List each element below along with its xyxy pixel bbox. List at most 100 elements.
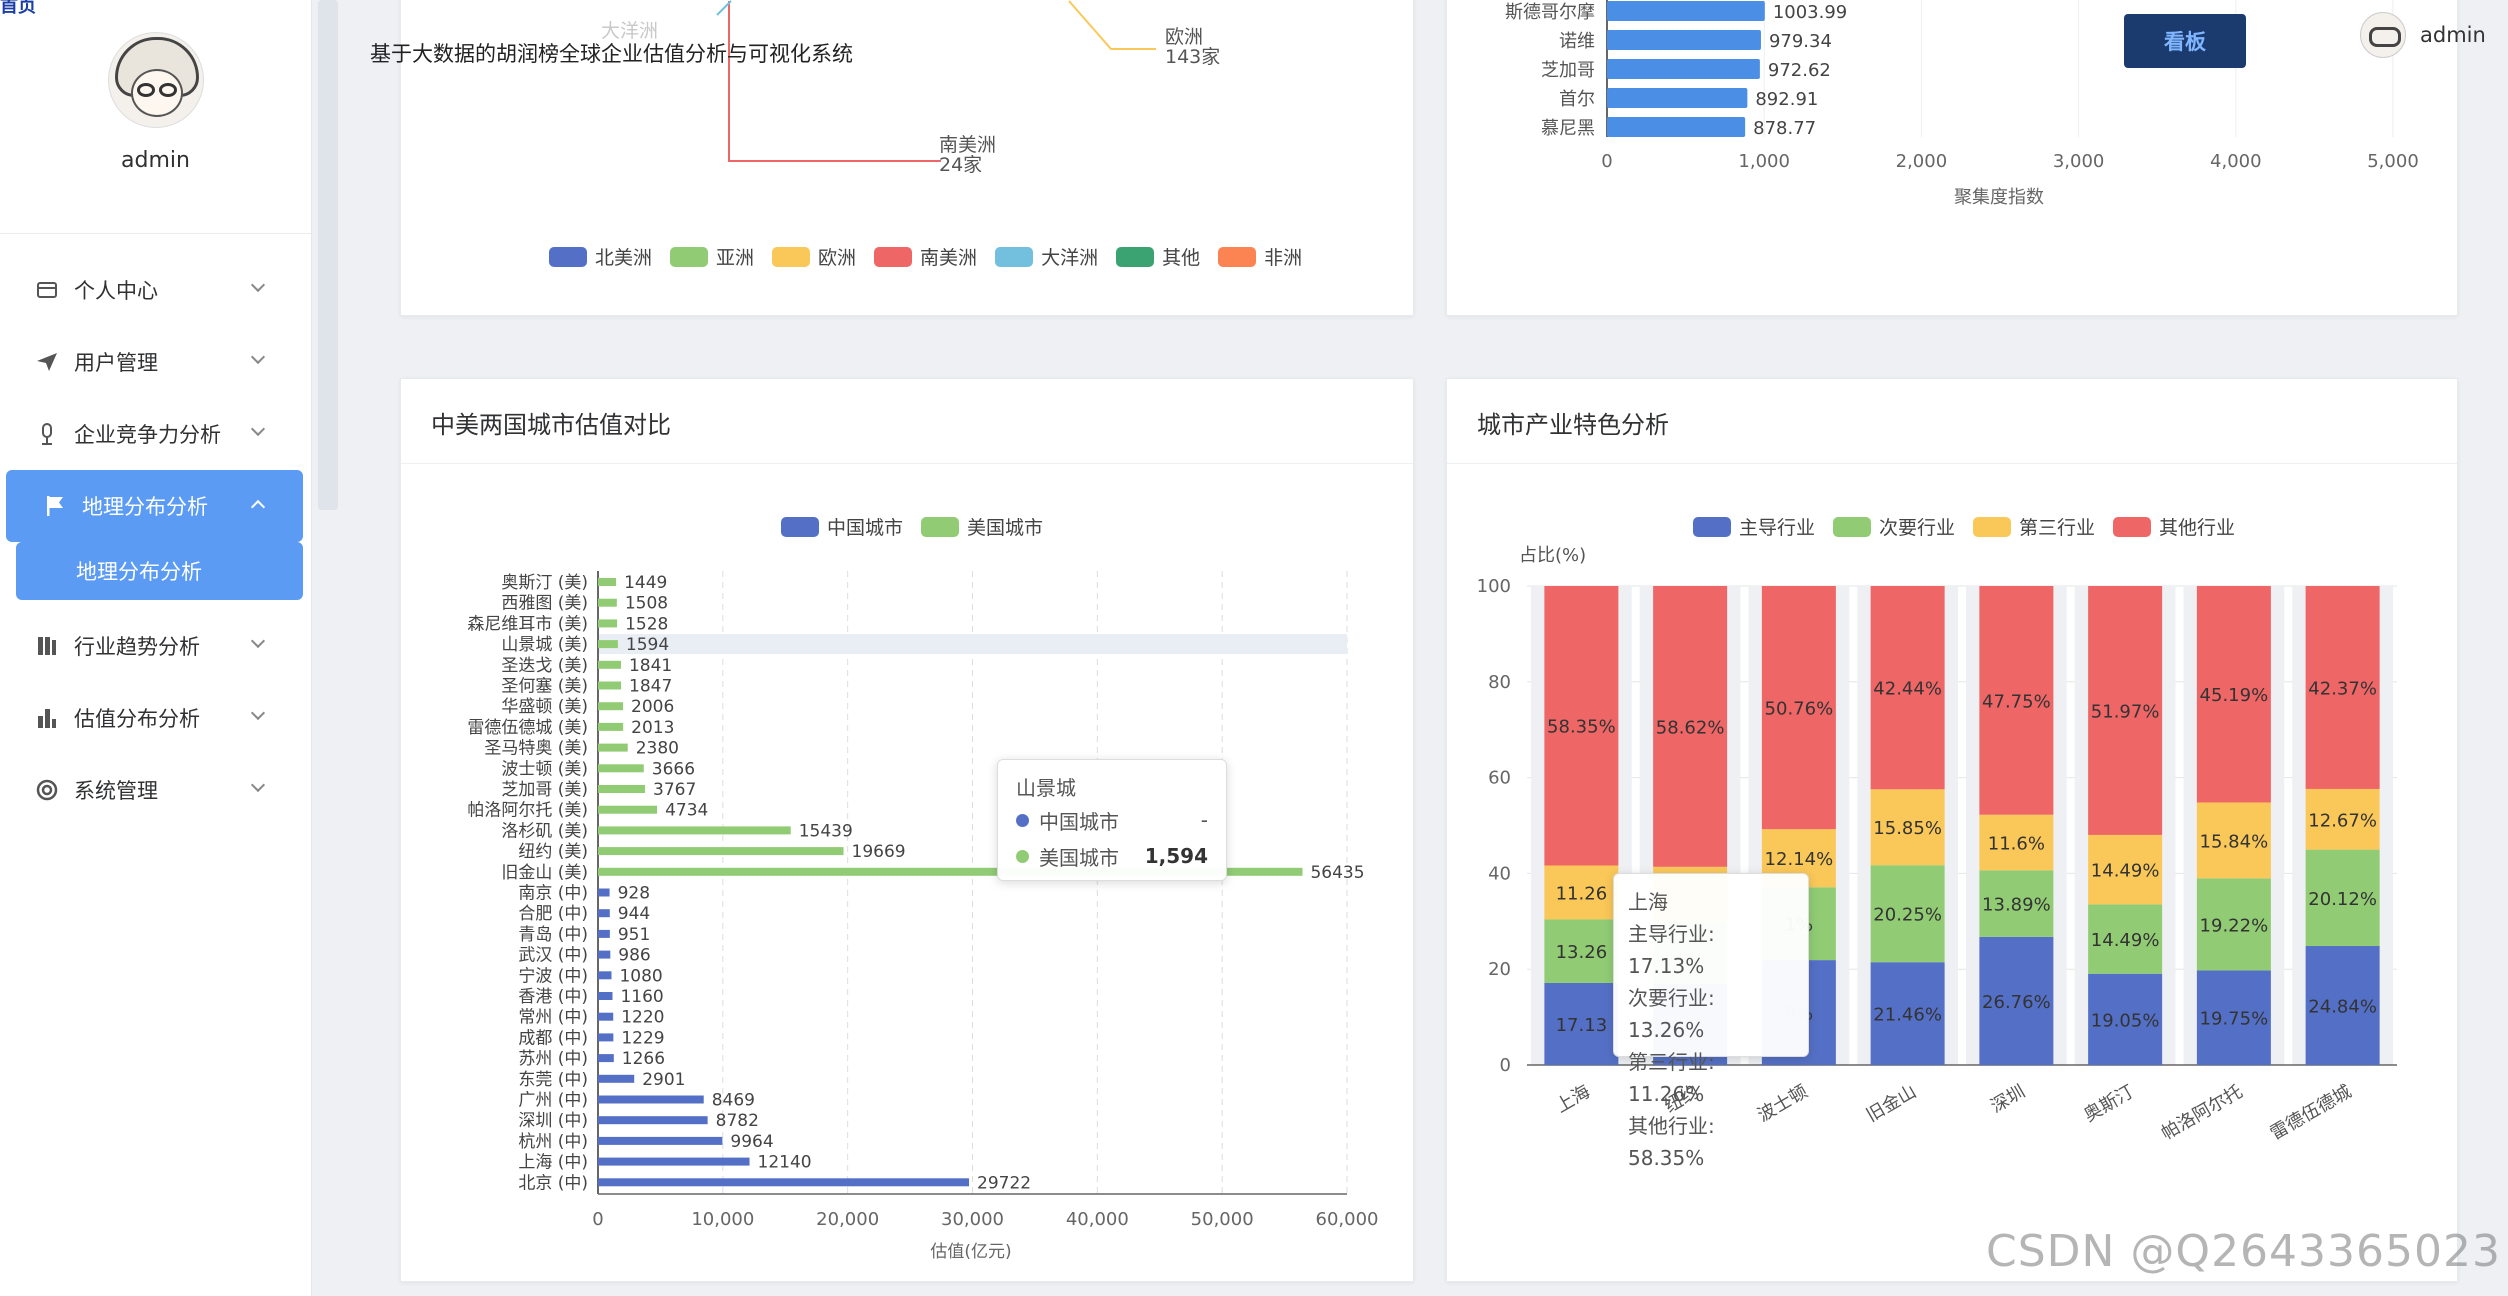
sidebar-scrollbar[interactable]: [318, 0, 338, 510]
data-label: 1841: [629, 656, 672, 676]
stack-segment: [1761, 586, 1836, 830]
legend-swatch: [874, 246, 913, 267]
data-label: 21.46%: [1873, 1005, 1942, 1026]
sidebar-item-profile[interactable]: 个人中心: [0, 254, 311, 326]
data-label: 12.14%: [1765, 849, 1834, 870]
chevron-down-icon: [250, 277, 266, 293]
category-label: 武汉 (中): [518, 946, 588, 966]
category-label: 杭州 (中): [518, 1132, 588, 1152]
industry-legend-item[interactable]: 其他行业: [2113, 513, 2235, 540]
data-label: 19.22%: [2200, 915, 2269, 936]
continent-legend-item[interactable]: 大洋洲: [995, 243, 1098, 270]
y-tick-label: 20: [1488, 959, 1511, 980]
y-tick-label: 60: [1488, 768, 1511, 789]
continent-legend-item[interactable]: 非洲: [1218, 243, 1302, 270]
continent-legend-item[interactable]: 北美洲: [549, 243, 652, 270]
board-button[interactable]: 看板: [2124, 14, 2246, 68]
data-label: 1003.99: [1773, 2, 1847, 23]
continent-legend-item[interactable]: 南美洲: [874, 243, 977, 270]
stack-segment: [2305, 788, 2380, 850]
pie-label-samerica: 南美洲: [939, 134, 996, 156]
y-tick-label: 100: [1477, 576, 1511, 597]
sidebar-item-system[interactable]: 系统管理: [0, 754, 311, 826]
stack-segment: [2305, 849, 2380, 947]
legend-label: 第三行业: [2019, 517, 2096, 539]
y-tick-label: 0: [1500, 1055, 1511, 1076]
stack-segment: [2196, 586, 2271, 803]
bar: [598, 598, 617, 607]
category-label: 山景城 (美): [501, 635, 588, 655]
sidebar-item-geo[interactable]: 地理分布分析: [6, 470, 303, 542]
cn-us-bar-chart: 0 10,000 20,000 30,000 40,000 50,000 60,000 奥斯汀…: [467, 571, 1378, 1262]
chevron-down-icon: [250, 349, 266, 365]
sidebar-item-competitiveness[interactable]: 企业竞争力分析: [0, 398, 311, 470]
cn-us-legend-item[interactable]: 中国城市: [781, 513, 903, 540]
category-label: 苏州 (中): [518, 1049, 588, 1069]
tooltip-row: 第三行业: 11.26%: [1628, 1050, 1715, 1106]
bar: [598, 764, 644, 773]
tooltip-series: 中国城市: [1039, 809, 1119, 834]
stack-segment: [1979, 870, 2054, 937]
legend-label: 美国城市: [967, 517, 1044, 539]
data-label: 13.89%: [1982, 895, 2051, 916]
cn-us-legend-item[interactable]: 美国城市: [921, 513, 1043, 540]
industry-legend: 主导行业 次要行业 第三行业 其他行业: [1693, 513, 2253, 540]
bar: [598, 1136, 723, 1145]
data-label: 1528: [625, 614, 668, 634]
bar: [598, 1054, 614, 1063]
sidebar-item-users[interactable]: 用户管理: [0, 326, 311, 398]
top-user-menu[interactable]: admin: [2360, 12, 2486, 58]
industry-legend-item[interactable]: 主导行业: [1693, 513, 1815, 540]
avatar[interactable]: [107, 32, 204, 128]
data-label: 9964: [730, 1132, 773, 1152]
bar: [598, 1095, 704, 1104]
data-label: 878.77: [1753, 118, 1816, 139]
category-label: 奥斯汀 (美): [501, 573, 588, 593]
category-label: 上海 (中): [518, 1153, 588, 1173]
bar: [598, 619, 618, 628]
bar: [598, 702, 624, 711]
top-left-fragment[interactable]: 首页: [0, 0, 36, 17]
tooltip-title: 山景城: [1016, 776, 1076, 800]
industry-legend-item[interactable]: 第三行业: [1973, 513, 2095, 540]
data-label: 29722: [977, 1173, 1031, 1193]
data-label: 14.49%: [2091, 930, 2160, 951]
bar: [1607, 88, 1748, 108]
bar: [598, 805, 658, 814]
continent-legend-item[interactable]: 亚洲: [670, 243, 754, 270]
data-label: 19669: [852, 842, 906, 862]
bar: [598, 1074, 635, 1083]
legend-swatch: [670, 246, 709, 267]
x-tick-label: 30,000: [941, 1209, 1004, 1230]
x-tick-label: 4,000: [2210, 151, 2262, 172]
data-label: 42.44%: [1873, 679, 1942, 700]
stack-segment: [1979, 586, 2054, 815]
continent-legend-item[interactable]: 其他: [1116, 243, 1200, 270]
bar-chart-icon: [34, 705, 60, 731]
bar: [598, 1157, 750, 1166]
stack-segment: [1870, 789, 1945, 866]
stack-segment: [2088, 586, 2163, 835]
x-axis-title: 估值(亿元): [930, 1242, 1011, 1262]
bar: [598, 909, 610, 918]
category-label: 洛杉矶 (美): [501, 821, 588, 841]
sidebar-item-valuation[interactable]: 估值分布分析: [0, 682, 311, 754]
cn-us-legend: 中国城市 美国城市: [781, 513, 1061, 540]
x-tick-label: 10,000: [691, 1209, 754, 1230]
data-label: 58.35%: [1547, 717, 1616, 738]
continent-legend-item[interactable]: 欧洲: [772, 243, 856, 270]
data-label: 951: [618, 925, 650, 945]
data-label: 19.75%: [2200, 1009, 2269, 1030]
stack-segment: [2196, 970, 2271, 1065]
legend-label: 南美洲: [920, 247, 978, 269]
legend-label: 非洲: [1264, 247, 1303, 269]
industry-legend-item[interactable]: 次要行业: [1833, 513, 1955, 540]
continent-pie-leaders: 欧洲 143家 南美洲 24家 大洋洲: [601, 0, 1220, 176]
sidebar-item-industry[interactable]: 行业趋势分析: [0, 610, 311, 682]
bar: [598, 1178, 970, 1187]
sidebar-item-label: 行业趋势分析: [74, 635, 200, 659]
legend-label: 中国城市: [827, 517, 904, 539]
stack-segment: [2196, 878, 2271, 971]
sidebar-subitem-geo[interactable]: 地理分布分析: [16, 542, 303, 600]
x-tick-label: 40,000: [1066, 1209, 1129, 1230]
